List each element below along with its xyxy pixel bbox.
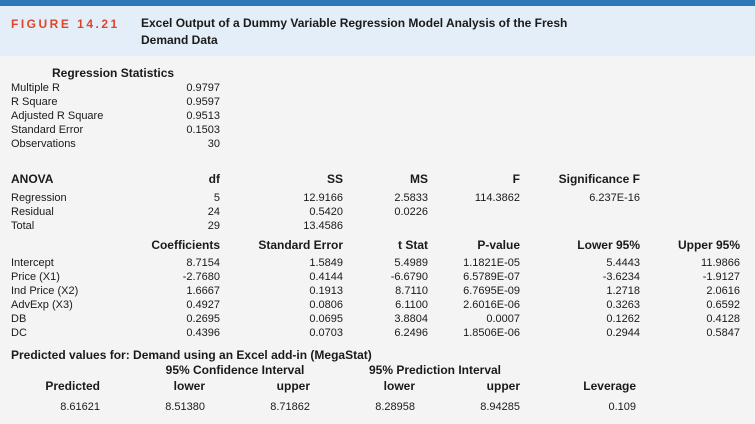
predicted-col-ci-upper: upper bbox=[276, 379, 310, 393]
anova-cell: 24 bbox=[207, 206, 220, 218]
coef-row-label: AdvExp (X3) bbox=[11, 299, 73, 311]
coef-cell: 0.0007 bbox=[486, 313, 520, 325]
coef-col-lower-95: Lower 95% bbox=[577, 238, 640, 252]
coef-cell: 0.4128 bbox=[706, 313, 740, 325]
coef-cell: 6.1100 bbox=[395, 299, 428, 311]
coef-col-upper-95: Upper 95% bbox=[677, 238, 740, 252]
stat-label: Multiple R bbox=[11, 82, 60, 94]
anova-cell: 6.237E-16 bbox=[589, 192, 640, 204]
stat-label: Standard Error bbox=[11, 124, 84, 136]
coef-cell: 0.0806 bbox=[309, 299, 343, 311]
coef-cell: 5.4989 bbox=[394, 257, 428, 269]
regression-statistics-heading: Regression Statistics bbox=[52, 66, 175, 80]
anova-row-label: Total bbox=[11, 220, 35, 232]
coef-cell: 0.2695 bbox=[186, 313, 220, 325]
coef-cell: 8.7110 bbox=[395, 285, 428, 297]
coef-cell: -2.7680 bbox=[182, 271, 220, 283]
anova-cell: 5 bbox=[213, 192, 220, 204]
anova-cell: 13.4586 bbox=[303, 220, 343, 232]
coef-cell: 0.1262 bbox=[606, 313, 640, 325]
coef-cell: 0.4396 bbox=[186, 327, 220, 339]
coef-cell: -3.6234 bbox=[602, 271, 640, 283]
stat-label: R Square bbox=[11, 96, 58, 108]
coef-col-t-stat: t Stat bbox=[398, 238, 428, 252]
anova-col-ss: SS bbox=[326, 172, 343, 186]
coef-col-coefficients: Coefficients bbox=[151, 238, 220, 252]
coef-col-standard-error: Standard Error bbox=[258, 238, 343, 252]
figure-header: Figure 14.21 Excel Output of a Dummy Var… bbox=[0, 6, 755, 56]
stat-value: 0.1503 bbox=[186, 124, 220, 136]
coef-row-label: Price (X1) bbox=[11, 271, 60, 283]
stat-label: Adjusted R Square bbox=[11, 110, 104, 122]
coef-cell: 0.6592 bbox=[706, 299, 740, 311]
excel-output: Regression Statistics Multiple R 0.9797 … bbox=[0, 56, 755, 424]
confidence-interval-heading: 95% Confidence Interval bbox=[165, 363, 305, 377]
figure-label: Figure 14.21 bbox=[11, 17, 120, 31]
coef-cell: -6.6790 bbox=[390, 271, 428, 283]
coef-cell: -1.9127 bbox=[702, 271, 740, 283]
coef-cell: 0.1913 bbox=[309, 285, 343, 297]
coef-cell: 1.8506E-06 bbox=[463, 327, 520, 339]
coef-row-label: Intercept bbox=[11, 257, 54, 269]
predicted-value: 8.61621 bbox=[60, 401, 100, 413]
anova-cell: 12.9166 bbox=[303, 192, 343, 204]
coef-cell: 11.9866 bbox=[701, 257, 740, 269]
stat-value: 0.9797 bbox=[186, 82, 220, 94]
coef-cell: 2.6016E-06 bbox=[463, 299, 520, 311]
coef-row-label: Ind Price (X2) bbox=[11, 285, 79, 297]
anova-col-f: F bbox=[512, 172, 520, 186]
anova-cell: 0.5420 bbox=[309, 206, 343, 218]
figure-title: Excel Output of a Dummy Variable Regress… bbox=[141, 16, 568, 47]
predicted-col-leverage: Leverage bbox=[583, 379, 636, 393]
stat-label: Observations bbox=[11, 138, 76, 150]
coef-cell: 0.5847 bbox=[706, 327, 740, 339]
predicted-col-pi-lower: lower bbox=[383, 379, 415, 393]
anova-col-df: df bbox=[208, 172, 220, 186]
predicted-value: 0.109 bbox=[608, 401, 636, 413]
coef-cell: 5.4443 bbox=[606, 257, 640, 269]
predicted-col-ci-lower: lower bbox=[173, 379, 205, 393]
coef-cell: 6.7695E-09 bbox=[463, 285, 520, 297]
coef-col-p-value: P-value bbox=[477, 238, 520, 252]
coef-cell: 2.0616 bbox=[706, 285, 740, 297]
coef-cell: 0.3263 bbox=[606, 299, 640, 311]
coef-cell: 0.2944 bbox=[606, 327, 640, 339]
coef-cell: 1.2718 bbox=[606, 285, 640, 297]
predicted-value: 8.71862 bbox=[270, 401, 310, 413]
anova-heading: ANOVA bbox=[11, 172, 54, 186]
coef-cell: 6.2496 bbox=[394, 327, 428, 339]
coef-cell: 0.0695 bbox=[309, 313, 343, 325]
top-accent-bar bbox=[0, 0, 755, 6]
stat-value: 0.9513 bbox=[186, 110, 220, 122]
anova-cell: 29 bbox=[207, 220, 220, 232]
predicted-value: 8.28958 bbox=[375, 401, 415, 413]
coef-cell: 8.7154 bbox=[186, 257, 220, 269]
coef-row-label: DB bbox=[11, 313, 27, 325]
predicted-value: 8.51380 bbox=[165, 401, 205, 413]
anova-cell: 0.0226 bbox=[394, 206, 428, 218]
anova-row-label: Residual bbox=[11, 206, 54, 218]
predicted-heading: Predicted values for: Demand using an Ex… bbox=[11, 348, 372, 362]
prediction-interval-heading: 95% Prediction Interval bbox=[368, 363, 502, 377]
anova-cell: 2.5833 bbox=[394, 192, 428, 204]
coef-cell: 1.5849 bbox=[309, 257, 343, 269]
anova-col-ms: MS bbox=[410, 172, 428, 186]
anova-row-label: Regression bbox=[11, 192, 67, 204]
stat-value: 30 bbox=[207, 138, 220, 150]
anova-cell: 114.3862 bbox=[474, 192, 520, 204]
coef-cell: 0.0703 bbox=[309, 327, 343, 339]
coef-row-label: DC bbox=[11, 327, 27, 339]
coef-cell: 1.1821E-05 bbox=[463, 257, 520, 269]
anova-col-sig: Significance F bbox=[558, 172, 640, 186]
coef-cell: 0.4144 bbox=[309, 271, 343, 283]
coef-cell: 3.8804 bbox=[394, 313, 428, 325]
predicted-col-pi-upper: upper bbox=[486, 379, 520, 393]
coef-cell: 6.5789E-07 bbox=[463, 271, 520, 283]
predicted-value: 8.94285 bbox=[480, 401, 520, 413]
coef-cell: 0.4927 bbox=[186, 299, 220, 311]
predicted-col-predicted: Predicted bbox=[45, 379, 100, 393]
stat-value: 0.9597 bbox=[186, 96, 220, 108]
coef-cell: 1.6667 bbox=[186, 285, 220, 297]
